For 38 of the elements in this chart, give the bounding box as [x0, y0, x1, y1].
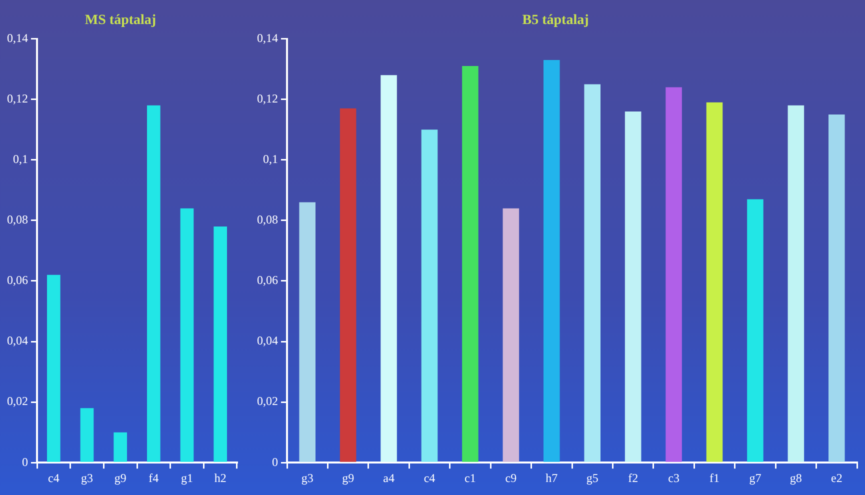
- x-tick-label: g9: [342, 470, 354, 485]
- x-tick-label: g7: [749, 470, 762, 485]
- x-tick-label: h2: [214, 470, 226, 485]
- y-tick-label: 0,04: [257, 334, 278, 348]
- y-tick-label: 0,1: [263, 152, 278, 166]
- y-tick-label: 0,14: [257, 30, 278, 45]
- y-tick-label: 0,04: [7, 334, 28, 348]
- x-tick-label: c4: [424, 470, 436, 485]
- x-tick-label: a4: [383, 470, 394, 485]
- x-tick-label: c3: [668, 470, 680, 485]
- y-tick-label: 0,12: [7, 92, 28, 106]
- y-tick-label: 0,14: [7, 30, 28, 45]
- y-tick-label: 0,02: [7, 394, 28, 408]
- x-tick-label: g5: [586, 470, 598, 485]
- x-tick-label: e2: [830, 470, 842, 485]
- y-tick-label: 0,06: [257, 273, 278, 288]
- x-tick-label: g3: [81, 470, 93, 485]
- x-tick-label: f2: [628, 470, 638, 485]
- y-tick-label: 0: [22, 454, 28, 469]
- y-tick-label: 0,12: [257, 92, 278, 106]
- y-tick-label: 0: [272, 454, 278, 469]
- x-tick-label: g8: [790, 470, 802, 485]
- x-tick-label: c4: [48, 470, 60, 485]
- x-tick-label: c9: [505, 470, 517, 485]
- x-tick-label: f4: [148, 470, 159, 485]
- y-tick-label: 0,06: [7, 273, 28, 288]
- y-tick-label: 0,1: [13, 152, 28, 166]
- x-tick-label: g9: [114, 470, 126, 485]
- y-tick-label: 0,02: [257, 394, 278, 408]
- x-tick-label: f1: [710, 470, 720, 485]
- x-tick-label: c1: [464, 470, 476, 485]
- y-tick-label: 0,08: [257, 212, 278, 227]
- x-tick-label: h7: [546, 470, 558, 485]
- chart-title: MS táptalaj: [84, 13, 156, 28]
- y-tick-label: 0,08: [7, 212, 28, 227]
- chart-title: B5 táptalaj: [522, 13, 589, 28]
- x-tick-label: g3: [301, 470, 314, 485]
- x-tick-label: g1: [181, 470, 193, 485]
